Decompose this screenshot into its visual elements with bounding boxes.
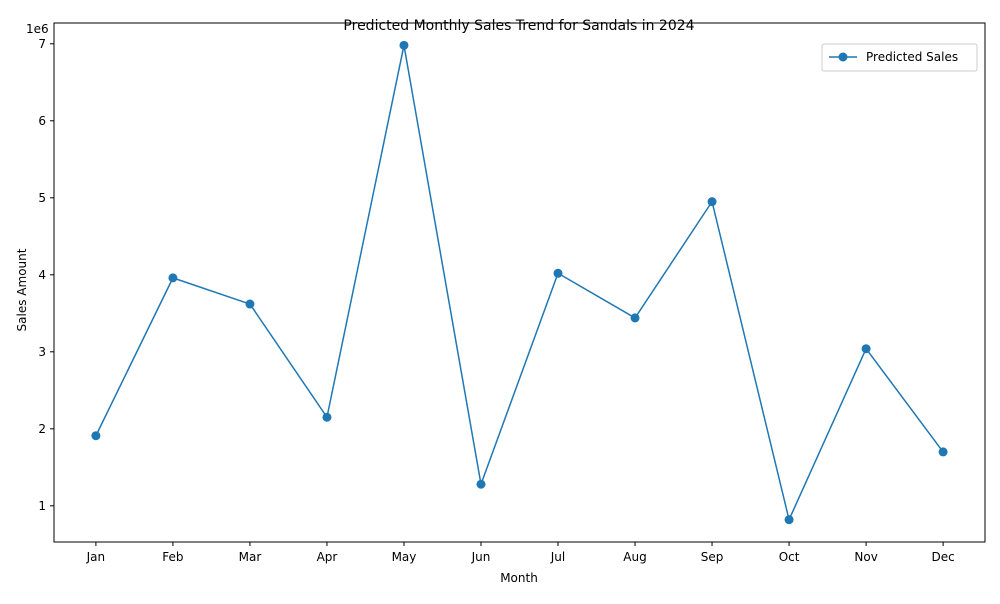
legend-label: Predicted Sales (866, 50, 958, 64)
data-point (938, 447, 948, 457)
legend-marker-sample (838, 52, 848, 62)
x-tick-label: Jan (86, 550, 106, 564)
plot-area: Jan Feb Mar Apr May Jun Jul Aug Sep Oct Nov Dec 1 2 3 4… (38, 22, 986, 564)
x-tick-label: Sep (701, 550, 724, 564)
series-line (95, 44, 944, 521)
x-tick-label: May (392, 550, 417, 564)
data-point (322, 412, 332, 422)
data-point (707, 197, 717, 207)
legend-frame (821, 43, 978, 72)
x-tick-label: Nov (854, 550, 877, 564)
y-axis-offset-label: 1e6 (26, 22, 49, 36)
data-point (399, 40, 409, 50)
y-tick-label: 7 (38, 37, 46, 51)
y-tick-label: 5 (38, 191, 46, 205)
y-tick-label: 6 (38, 114, 46, 128)
data-point (91, 431, 101, 441)
y-tick-label: 4 (38, 268, 46, 282)
legend: Predicted Sales (821, 43, 978, 72)
y-tick-label: 3 (38, 345, 46, 359)
data-point (630, 313, 640, 323)
x-tick-label: Jun (471, 550, 491, 564)
x-tick-label: Jul (550, 550, 565, 564)
data-point (784, 515, 794, 525)
y-axis-label: Sales Amount (15, 248, 29, 331)
x-tick-label: Aug (623, 550, 646, 564)
x-tick-label: Apr (317, 550, 338, 564)
data-point (553, 268, 563, 278)
chart-title: Predicted Monthly Sales Trend for Sandal… (343, 18, 694, 34)
x-tick-label: Dec (931, 550, 954, 564)
x-tick-label: Feb (162, 550, 183, 564)
data-point (861, 344, 871, 354)
y-tick-label: 2 (38, 422, 46, 436)
y-tick-label: 1 (38, 499, 46, 513)
x-tick-label: Oct (779, 550, 800, 564)
x-axis-label: Month (500, 571, 538, 585)
data-point (476, 479, 486, 489)
x-tick-label: Mar (239, 550, 262, 564)
data-point (168, 273, 178, 283)
plot-frame (53, 22, 986, 543)
data-point (245, 299, 255, 309)
